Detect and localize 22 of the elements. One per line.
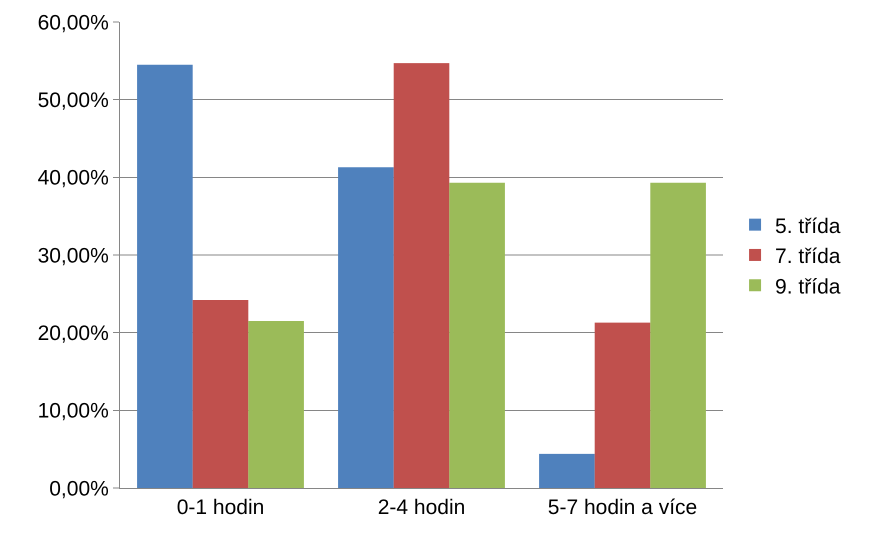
y-tick-label: 20,00% — [38, 322, 109, 346]
bar — [137, 64, 193, 488]
y-tick-label: 50,00% — [38, 89, 109, 112]
bar — [594, 322, 650, 488]
y-tick-label: 60,00% — [38, 11, 109, 34]
legend-label: 9. třída — [775, 275, 841, 298]
x-tick-label: 0-1 hodin — [176, 496, 264, 520]
bar — [248, 321, 304, 488]
y-tick-label: 30,00% — [38, 244, 109, 268]
legend-label: 5. třída — [775, 214, 841, 238]
legend-label: 7. třída — [775, 245, 841, 268]
x-tick-label: 2-4 hodin — [378, 496, 466, 520]
bar — [650, 182, 706, 488]
bar — [394, 63, 450, 488]
x-tick-label: 5-7 hodin a více — [548, 496, 698, 520]
y-tick-label: 0,00% — [49, 477, 109, 500]
bar — [338, 167, 394, 488]
y-tick-label: 10,00% — [38, 400, 109, 423]
bar — [192, 300, 248, 488]
bar — [449, 182, 505, 488]
bar — [539, 454, 595, 488]
y-tick-label: 40,00% — [38, 166, 109, 190]
